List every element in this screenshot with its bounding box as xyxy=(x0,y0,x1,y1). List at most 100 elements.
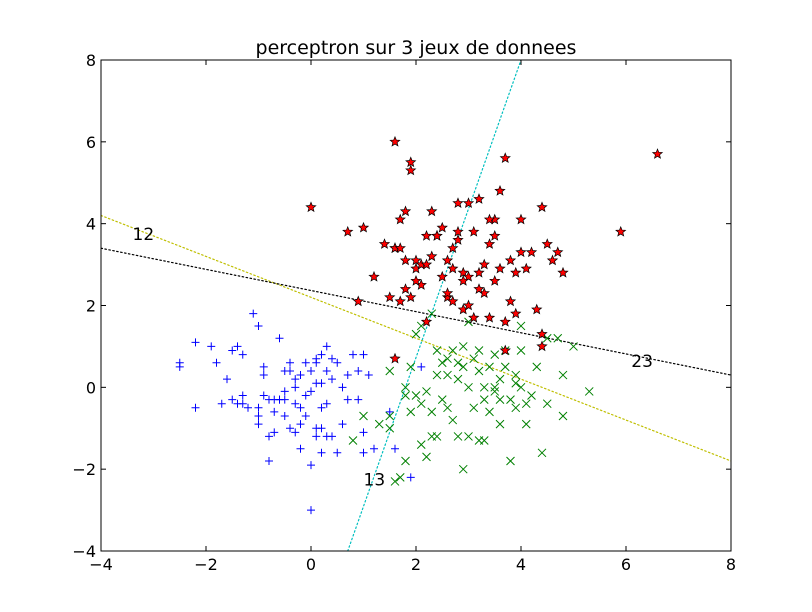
red-star-point xyxy=(504,295,517,307)
blue-plus-point xyxy=(322,366,331,375)
red-star-point xyxy=(399,205,412,217)
green-cross-point xyxy=(432,346,442,355)
red-star-point xyxy=(494,262,506,274)
red-star-point xyxy=(536,340,548,352)
blue-plus-point xyxy=(238,350,247,359)
blue-plus-point xyxy=(338,383,347,392)
green-cross-point xyxy=(516,382,526,392)
blue-plus-point xyxy=(259,371,268,380)
blue-plus-point xyxy=(359,350,368,359)
x-tick-label: 8 xyxy=(726,555,736,574)
red-star-point xyxy=(431,229,443,241)
green-cross-point xyxy=(479,436,489,445)
green-cross-point xyxy=(453,432,463,441)
green-cross-point xyxy=(500,362,510,372)
blue-plus-point xyxy=(259,362,268,371)
red-star-point xyxy=(452,197,464,209)
blue-plus-point xyxy=(312,354,321,363)
red-star-point xyxy=(483,213,496,225)
red-star-point xyxy=(468,225,480,237)
red-star-point xyxy=(399,254,412,266)
red-star-point xyxy=(357,221,370,233)
green-cross-point xyxy=(401,391,410,400)
blue-plus-point xyxy=(296,420,305,429)
green-cross-point xyxy=(443,354,452,364)
red-star-point xyxy=(494,184,506,196)
blue-plus-point xyxy=(338,420,347,429)
red-star-point xyxy=(305,201,317,213)
green-cross-point xyxy=(427,432,437,441)
red-star-point xyxy=(468,311,480,323)
blue-plus-point xyxy=(307,387,315,396)
green-cross-point xyxy=(490,382,500,392)
line-label-13: 13 xyxy=(364,471,386,491)
y-tick-label: 6 xyxy=(86,133,96,152)
blue-plus-point xyxy=(228,346,237,355)
green-cross-point xyxy=(427,309,437,319)
blue-plus-point xyxy=(312,379,321,388)
red-star-point xyxy=(405,156,417,168)
green-cross-point xyxy=(443,370,452,380)
green-cross-point xyxy=(490,387,500,396)
red-star-point xyxy=(489,229,501,241)
red-star-point xyxy=(394,242,406,254)
red-star-point xyxy=(510,266,522,278)
red-star-point xyxy=(536,201,548,213)
blue-plus-point xyxy=(207,342,216,351)
separator-line-13 xyxy=(347,60,522,551)
red-star-point xyxy=(352,295,364,307)
red-star-point xyxy=(457,266,469,278)
blue-plus-point xyxy=(354,395,363,404)
red-star-point xyxy=(441,254,454,266)
red-star-point xyxy=(441,291,454,303)
red-star-point xyxy=(426,205,438,217)
blue-plus-point xyxy=(191,338,200,347)
y-tick-label: −2 xyxy=(72,460,96,479)
green-cross-point xyxy=(495,419,505,429)
blue-plus-point xyxy=(249,309,258,318)
red-star-point xyxy=(436,221,448,233)
green-cross-point xyxy=(558,370,568,380)
blue-plus-point xyxy=(296,444,305,453)
blue-plus-point xyxy=(317,424,326,433)
blue-plus-point xyxy=(312,432,321,441)
green-cross-point xyxy=(458,342,468,351)
red-star-point xyxy=(368,270,380,282)
green-cross-point xyxy=(374,419,384,429)
blue-plus-point xyxy=(417,362,426,371)
green-cross-point xyxy=(542,399,552,409)
red-star-point xyxy=(525,246,538,258)
red-star-point xyxy=(410,254,422,266)
green-cross-point xyxy=(532,362,542,372)
green-cross-point xyxy=(458,362,468,372)
green-cross-point xyxy=(469,403,479,413)
green-cross-point xyxy=(348,436,358,445)
y-tick-label: 4 xyxy=(86,215,96,234)
green-cross-point xyxy=(464,382,473,392)
red-star-point xyxy=(510,307,522,319)
red-star-point xyxy=(426,250,438,262)
blue-plus-point xyxy=(354,366,363,375)
blue-plus-point xyxy=(275,334,284,343)
red-star-point xyxy=(436,270,448,282)
red-star-point xyxy=(515,213,527,225)
red-star-point xyxy=(552,246,564,258)
green-cross-point xyxy=(485,407,494,417)
blue-plus-point xyxy=(317,403,326,412)
blue-plus-point xyxy=(259,391,268,400)
green-cross-point xyxy=(416,440,426,449)
green-cross-point xyxy=(385,366,395,376)
green-cross-point xyxy=(527,391,536,400)
green-cross-point xyxy=(401,382,410,392)
green-cross-point xyxy=(437,358,447,368)
green-cross-point xyxy=(448,346,458,355)
red-star-point xyxy=(399,283,412,294)
green-cross-point xyxy=(506,395,515,404)
green-cross-point xyxy=(479,395,489,404)
red-star-point xyxy=(447,262,459,274)
green-cross-point xyxy=(411,391,421,400)
blue-plus-point xyxy=(191,403,200,412)
green-cross-point xyxy=(443,403,452,413)
red-star-point xyxy=(457,275,469,286)
